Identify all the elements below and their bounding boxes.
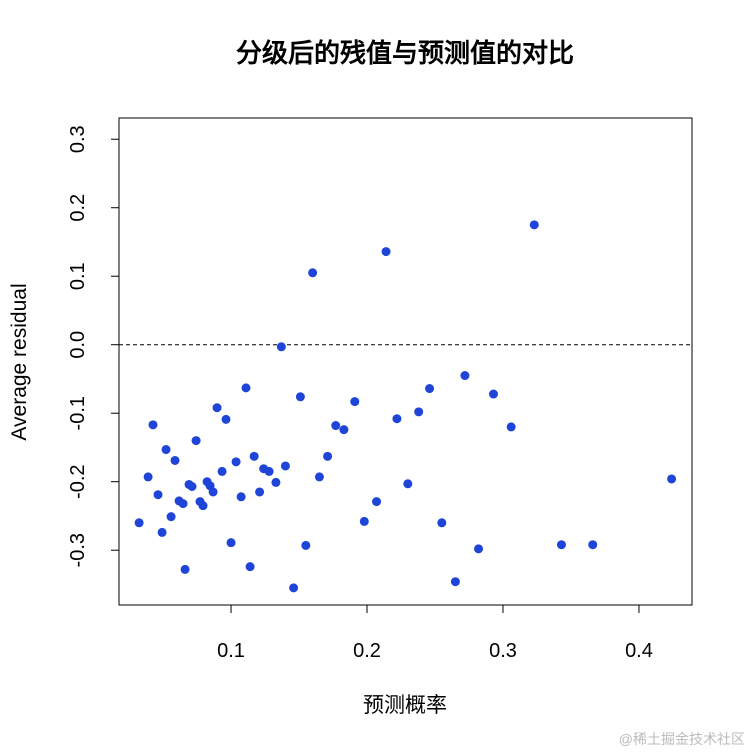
point xyxy=(667,474,677,484)
y-tick-label: 0.1 xyxy=(67,262,89,290)
point xyxy=(226,538,236,548)
point xyxy=(403,479,413,489)
point xyxy=(221,414,231,424)
point xyxy=(359,516,369,526)
y-tick-label: -0.3 xyxy=(67,533,89,567)
x-tick-label: 0.4 xyxy=(625,640,653,662)
point xyxy=(414,407,424,417)
point xyxy=(392,414,402,424)
point xyxy=(425,384,435,394)
point xyxy=(180,564,190,574)
x-tick-label: 0.1 xyxy=(217,640,245,662)
point xyxy=(198,501,208,511)
point xyxy=(178,499,188,509)
point xyxy=(217,466,227,476)
point xyxy=(474,544,484,554)
y-tick-label: 0.3 xyxy=(67,125,89,153)
point xyxy=(289,583,299,593)
point xyxy=(264,466,274,476)
y-tick-label: 0.2 xyxy=(67,194,89,222)
point xyxy=(208,487,218,497)
point xyxy=(488,389,498,399)
point xyxy=(295,392,305,402)
point xyxy=(308,268,318,278)
point xyxy=(372,497,382,507)
point xyxy=(276,342,286,352)
point xyxy=(241,383,251,393)
point xyxy=(143,472,153,482)
point xyxy=(529,220,539,230)
point xyxy=(301,540,311,550)
point xyxy=(236,492,246,502)
point xyxy=(450,577,460,587)
y-tick-label: -0.1 xyxy=(67,396,89,430)
point xyxy=(231,457,241,467)
point xyxy=(314,472,324,482)
point xyxy=(339,425,349,435)
y-tick-label: 0.0 xyxy=(67,331,89,359)
x-axis-label: 预测概率 xyxy=(363,694,447,717)
point xyxy=(191,436,201,446)
point xyxy=(437,518,447,528)
point xyxy=(381,247,391,257)
y-axis-label: Average residual xyxy=(8,283,31,440)
chart-title: 分级后的残值与预测值的对比 xyxy=(236,38,574,68)
point xyxy=(331,421,341,431)
plot-frame xyxy=(118,117,693,606)
point xyxy=(506,422,516,432)
point xyxy=(245,562,255,572)
point xyxy=(134,518,144,528)
point xyxy=(187,482,197,492)
point xyxy=(280,461,290,471)
point xyxy=(249,451,259,461)
point xyxy=(255,487,265,497)
point xyxy=(350,397,360,407)
point xyxy=(460,371,470,381)
point xyxy=(157,527,167,537)
point xyxy=(170,455,180,465)
watermark: @稀土掘金技术社区 xyxy=(619,731,745,747)
point xyxy=(212,403,222,413)
point xyxy=(588,540,598,550)
y-tick-label: -0.2 xyxy=(67,464,89,498)
point xyxy=(271,477,281,487)
point xyxy=(556,540,566,550)
point xyxy=(148,420,158,430)
point xyxy=(166,512,176,522)
point xyxy=(323,451,333,461)
point xyxy=(153,490,163,500)
x-tick-label: 0.2 xyxy=(353,640,381,662)
x-tick-label: 0.3 xyxy=(489,640,517,662)
point xyxy=(161,445,171,455)
